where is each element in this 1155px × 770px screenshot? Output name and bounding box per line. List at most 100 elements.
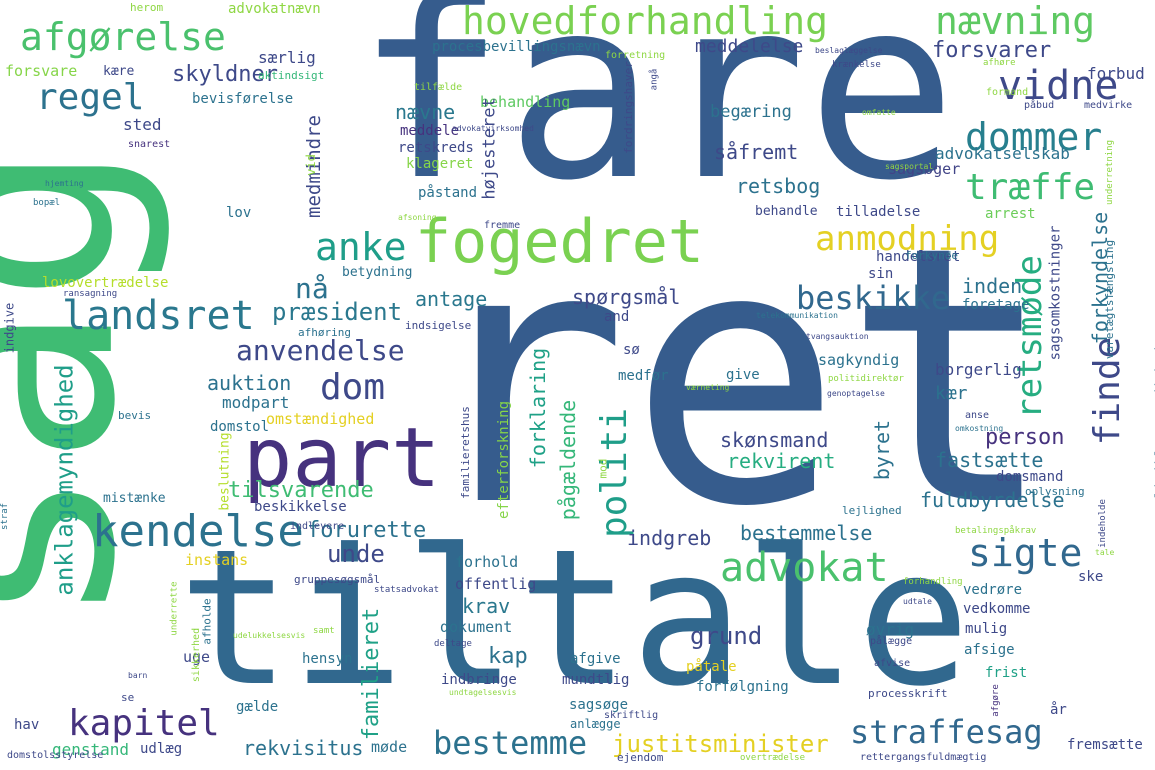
word: fremme	[484, 220, 521, 231]
word: fremsætte	[1067, 737, 1143, 753]
word: forsvarer	[932, 38, 1052, 63]
word: forretning	[605, 50, 666, 61]
word: tvangsauktion	[806, 332, 869, 341]
word: krænkelse	[832, 60, 881, 70]
word: forklaring	[526, 347, 551, 469]
word: omstændighed	[266, 410, 375, 428]
word: mod	[596, 458, 610, 479]
word: barn	[128, 671, 148, 680]
word: hovedforhandling	[462, 0, 829, 43]
word: domsmand	[996, 469, 1064, 485]
word: sagsportal	[885, 162, 934, 171]
word: pågældende	[556, 399, 581, 521]
word: vid	[303, 154, 318, 176]
word: begæring	[710, 102, 792, 122]
word: regel	[36, 77, 145, 118]
word: advokatselskab	[935, 144, 1070, 163]
word: samt	[313, 626, 335, 636]
word: lejlighed	[842, 504, 902, 517]
word: vedkomme	[963, 601, 1031, 617]
word: forsvare	[5, 62, 78, 80]
word: år	[1050, 702, 1067, 718]
word: auktion	[207, 371, 292, 395]
word: aktindsigt	[258, 69, 325, 82]
word: byret	[870, 419, 895, 481]
word: beskikke	[796, 279, 951, 317]
word: bopæl	[33, 198, 61, 208]
word: antage	[415, 287, 488, 311]
word: advokatnævn	[228, 1, 321, 17]
word: arrest	[985, 206, 1036, 222]
word: frist	[985, 665, 1028, 681]
word: inden	[962, 274, 1023, 298]
word: advokatvirksomhed	[452, 124, 534, 133]
word: spørgsmål	[572, 285, 681, 309]
word: genstand	[52, 740, 130, 759]
word: gælde	[236, 699, 279, 715]
word: betydning	[342, 265, 413, 280]
word: hensyn	[302, 651, 353, 667]
word: bestemme	[433, 724, 588, 762]
word: udelukkelsesvis	[233, 631, 306, 640]
word: straffesag	[850, 713, 1043, 751]
word: straf	[0, 502, 11, 531]
word: instans	[185, 551, 249, 569]
word: tilfælde	[414, 82, 463, 93]
word: borgerlig	[935, 360, 1022, 379]
word: deltage	[434, 639, 472, 649]
word: uge	[183, 648, 211, 666]
word: fuldbyrdelse	[920, 488, 1065, 512]
word: ret	[415, 170, 1057, 584]
word: politidirektør	[828, 374, 904, 384]
word: lov	[226, 205, 252, 221]
word: værneting	[686, 383, 730, 392]
word: se	[121, 691, 135, 704]
word: afhøring	[298, 326, 351, 339]
word: sikkerhed	[191, 627, 203, 683]
word: retsbog	[736, 174, 821, 198]
word: mundtlig	[562, 672, 630, 688]
word: såfremt	[714, 140, 799, 164]
word: dom	[320, 367, 386, 408]
word: afvise	[874, 658, 911, 669]
word: afgørelse	[20, 15, 226, 59]
word: kapitel	[68, 703, 220, 744]
word: undtagelsesvis	[449, 688, 517, 697]
word: ransagning	[63, 289, 118, 299]
word: nævning	[935, 0, 1096, 43]
word: afhøre	[983, 58, 1016, 68]
word: forbud	[1087, 64, 1145, 83]
word: skyldner	[172, 62, 278, 87]
word: anlægge	[570, 717, 621, 731]
word: ske	[1078, 569, 1104, 585]
word: nå	[295, 272, 329, 305]
word: bestemmelse	[740, 521, 873, 545]
word: beskikkelse	[254, 499, 347, 515]
word: mistænke	[103, 491, 166, 506]
word: kap	[488, 644, 528, 669]
word: mulig	[965, 621, 1008, 637]
word: part	[243, 411, 441, 506]
word: sigte	[968, 531, 1083, 575]
word: afsoning	[398, 213, 437, 222]
word: beslaglæggelse	[815, 46, 883, 55]
word: grund	[690, 622, 763, 650]
word: foretage	[962, 297, 1030, 313]
word: herom	[130, 1, 164, 14]
word: sø	[623, 342, 640, 358]
word: indgreb	[627, 526, 712, 550]
word: offentlig	[455, 575, 537, 593]
word: overtrædelse	[740, 753, 806, 763]
word: familieretshus	[458, 406, 472, 499]
word: vedrøre	[963, 582, 1023, 598]
word: processkrift	[868, 687, 948, 700]
word: tale	[1095, 548, 1115, 557]
word: forurette	[307, 518, 427, 543]
word: statsadvokat	[374, 585, 440, 595]
word: anvendelse	[236, 334, 405, 367]
word: påbud	[1024, 100, 1055, 111]
word: højesteret	[479, 97, 500, 200]
word: gruppesøgsmål	[294, 573, 381, 586]
word: anse	[965, 410, 990, 421]
